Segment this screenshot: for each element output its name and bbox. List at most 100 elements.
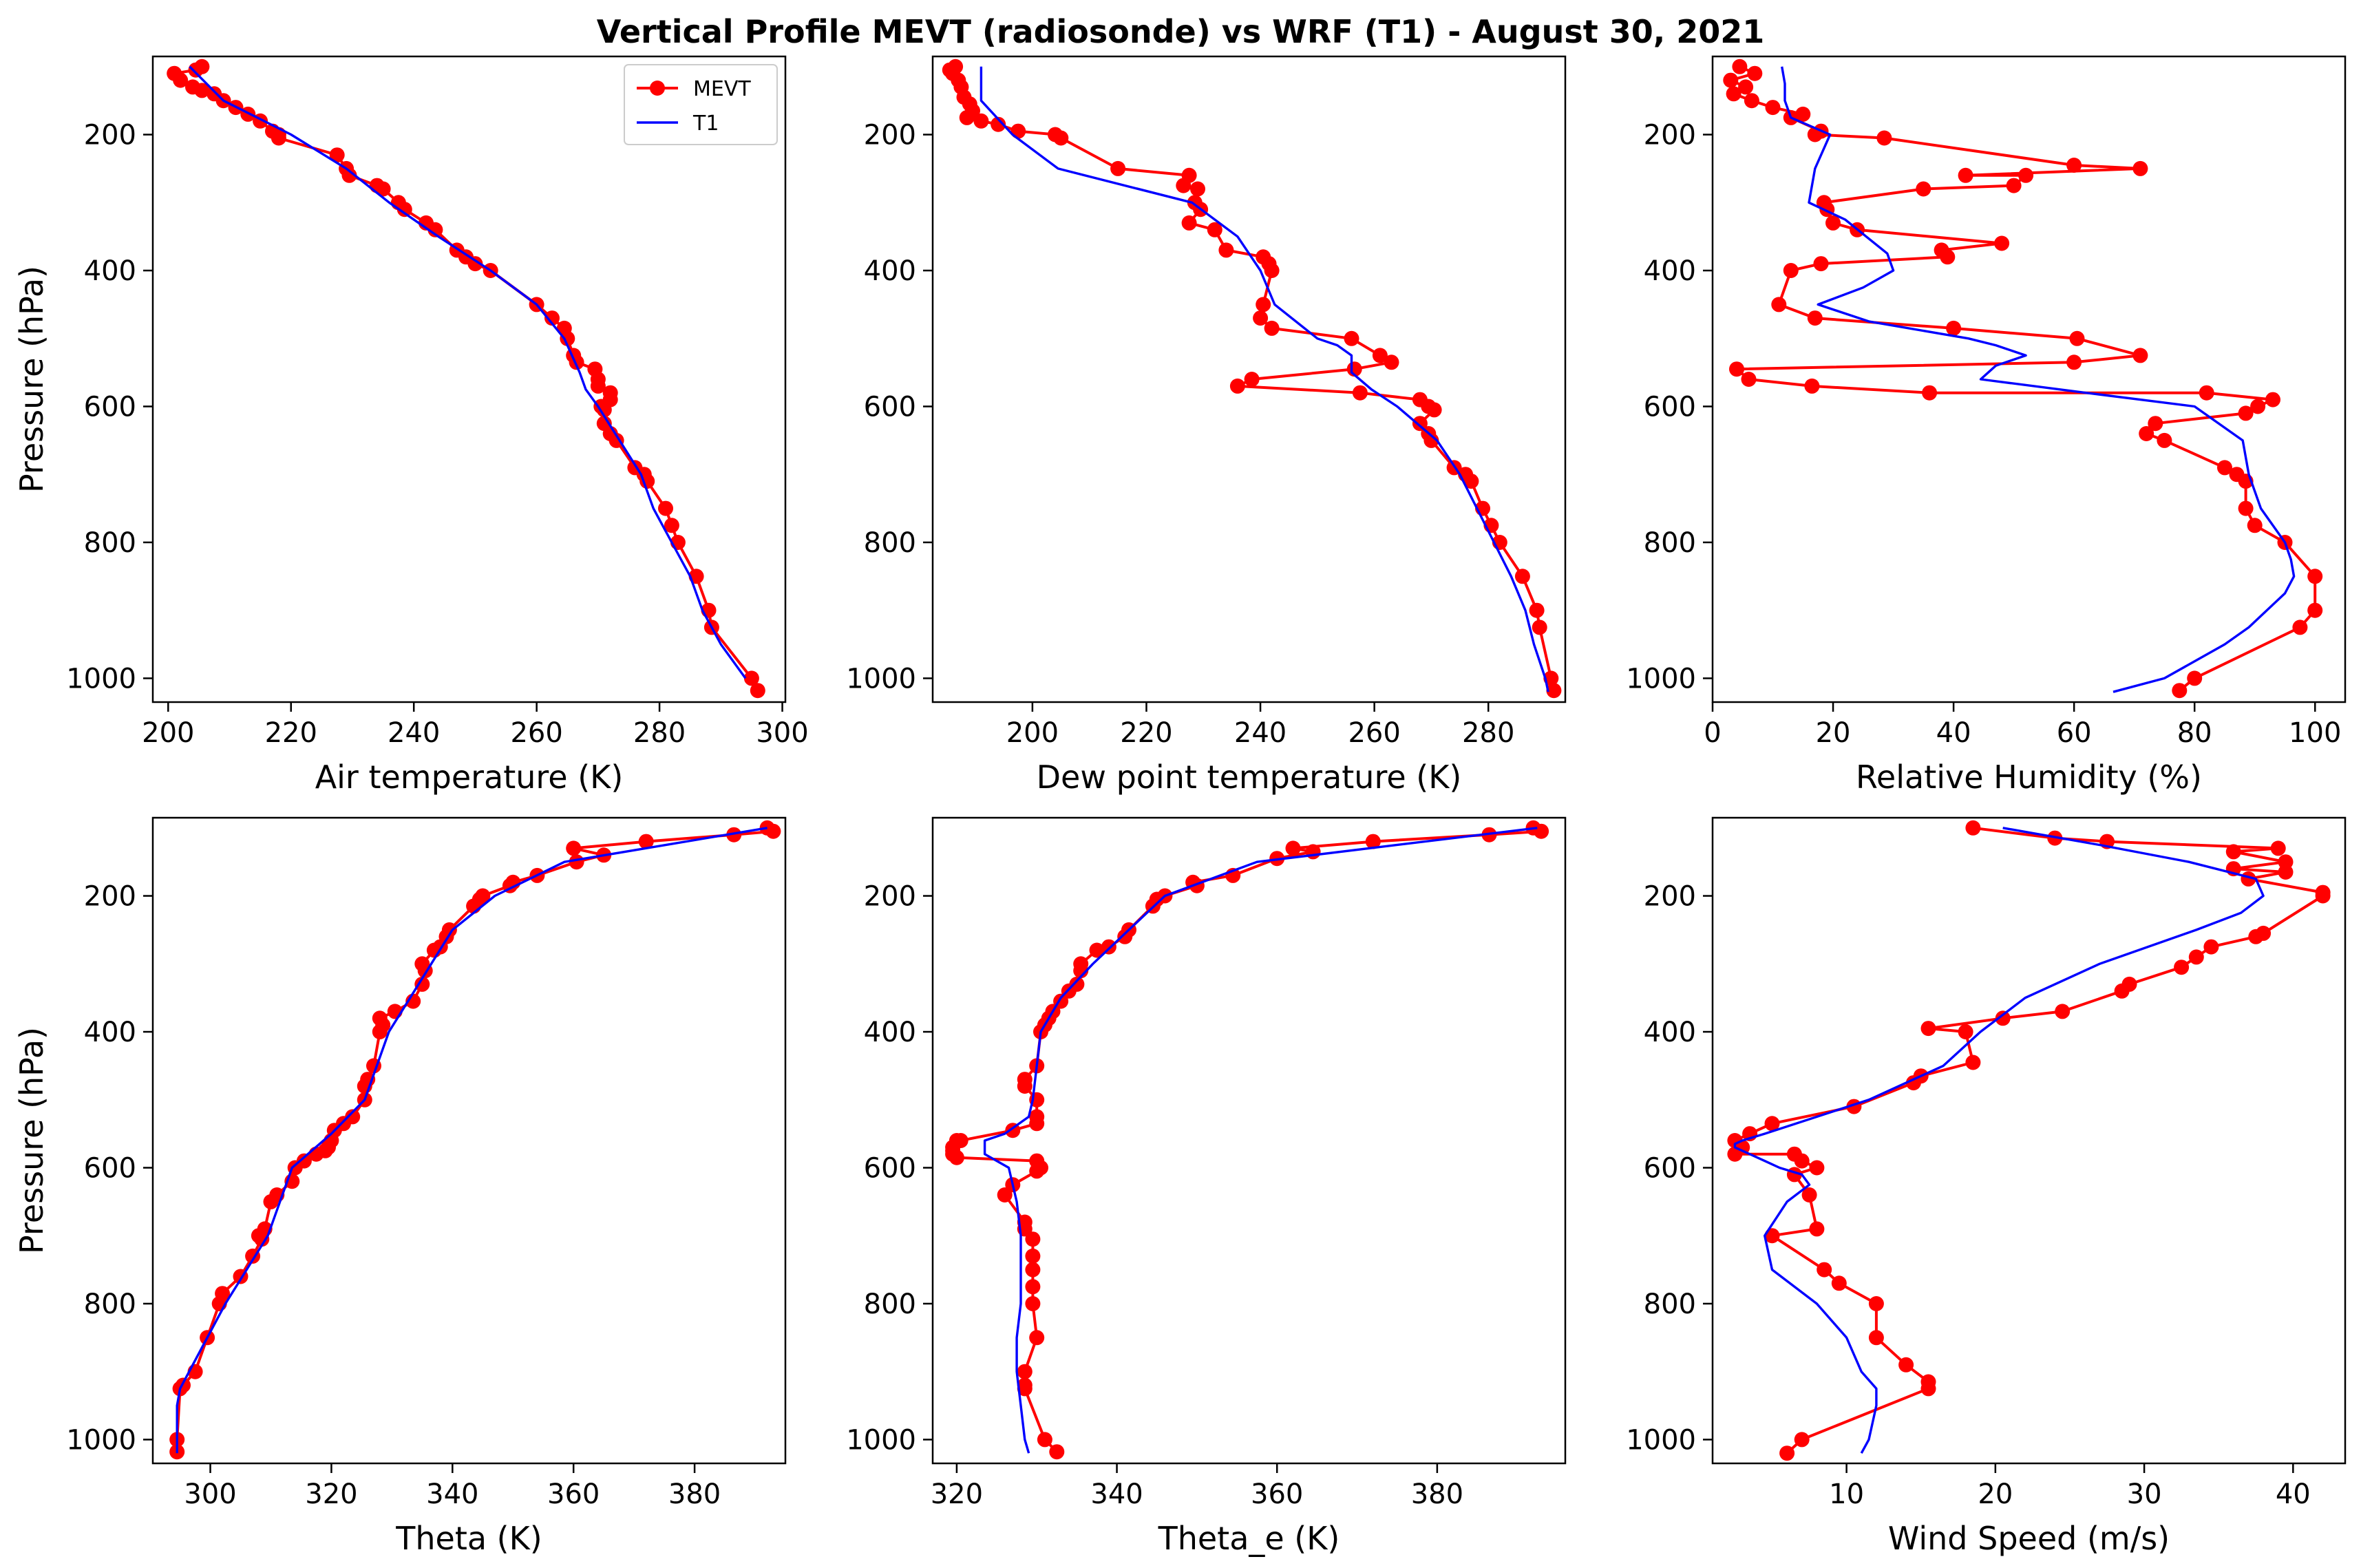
mevt-point bbox=[2066, 158, 2082, 173]
mevt-point bbox=[1029, 1109, 1045, 1125]
mevt-point bbox=[1025, 1262, 1041, 1278]
mevt-point bbox=[2148, 416, 2163, 432]
mevt-point bbox=[1727, 1133, 1743, 1148]
mevt-point bbox=[1809, 1160, 1825, 1176]
mevt-point bbox=[1384, 354, 1399, 370]
mevt-point bbox=[664, 518, 679, 533]
mevt-point bbox=[2315, 884, 2331, 900]
x-tick-label: 30 bbox=[2127, 1479, 2162, 1510]
t1-series-line bbox=[980, 66, 1549, 692]
x-tick-label: 340 bbox=[426, 1479, 478, 1510]
axes-frame bbox=[931, 55, 1567, 703]
mevt-point bbox=[207, 86, 222, 102]
mevt-point bbox=[1181, 215, 1197, 231]
x-tick-label: 100 bbox=[2289, 717, 2341, 749]
mevt-point bbox=[1101, 939, 1116, 955]
mevt-point bbox=[1831, 1275, 1847, 1291]
plot-area bbox=[1723, 59, 2323, 699]
mevt-point bbox=[2018, 167, 2034, 183]
mevt-point bbox=[2217, 460, 2232, 476]
x-axis-label: Dew point temperature (K) bbox=[1037, 759, 1462, 796]
x-tick-label: 340 bbox=[1090, 1479, 1143, 1510]
mevt-point bbox=[1876, 130, 1892, 146]
mevt-point bbox=[2199, 385, 2214, 401]
x-tick-label: 220 bbox=[265, 717, 317, 749]
x-axis-label: Wind Speed (m/s) bbox=[1888, 1520, 2170, 1557]
legend: MEVT T1 bbox=[624, 64, 778, 145]
mevt-point bbox=[1412, 392, 1428, 407]
mevt-point bbox=[1256, 297, 1271, 312]
mevt-point bbox=[1995, 1010, 2011, 1026]
mevt-point bbox=[1529, 602, 1545, 618]
mevt-point bbox=[1365, 834, 1381, 849]
x-tick-label: 260 bbox=[510, 717, 562, 749]
x-tick-label: 80 bbox=[2177, 717, 2212, 749]
y-tick-label: 600 bbox=[1644, 391, 1696, 423]
mevt-point bbox=[2188, 949, 2204, 965]
mevt-point bbox=[1181, 167, 1197, 183]
y-tick-label: 800 bbox=[84, 527, 136, 559]
x-axis-label: Air temperature (K) bbox=[315, 759, 624, 796]
figure-title: Vertical Profile MEVT (radiosonde) vs WR… bbox=[597, 13, 1765, 50]
mevt-point bbox=[2307, 602, 2323, 618]
mevt-point bbox=[2238, 405, 2254, 421]
mevt-point bbox=[1218, 242, 1234, 258]
plot-area bbox=[945, 820, 1549, 1460]
mevt-point bbox=[991, 116, 1006, 132]
mevt-point bbox=[2229, 467, 2245, 483]
mevt-point bbox=[2069, 330, 2085, 346]
y-tick-label: 600 bbox=[864, 1152, 916, 1184]
mevt-point bbox=[750, 683, 765, 699]
y-tick-label: 200 bbox=[1644, 120, 1696, 151]
mevt-point bbox=[1804, 378, 1820, 394]
mevt-point bbox=[1049, 1444, 1065, 1460]
mevt-point bbox=[2157, 432, 2172, 448]
x-tick-label: 40 bbox=[2276, 1479, 2311, 1510]
mevt-point bbox=[2006, 178, 2022, 193]
mevt-point bbox=[215, 1286, 231, 1302]
mevt-point bbox=[1723, 72, 1739, 88]
mevt-point bbox=[372, 1010, 388, 1026]
y-tick-label: 400 bbox=[1644, 255, 1696, 287]
y-tick-label: 400 bbox=[864, 255, 916, 287]
y-tick-label: 600 bbox=[1644, 1152, 1696, 1184]
mevt-point bbox=[1729, 361, 1744, 377]
mevt-point bbox=[658, 500, 673, 516]
mevt-point bbox=[1965, 820, 1981, 836]
x-tick-label: 240 bbox=[388, 717, 440, 749]
mevt-point bbox=[1089, 942, 1105, 958]
mevt-point bbox=[596, 416, 612, 432]
mevt-point bbox=[1244, 372, 1260, 387]
mevt-point bbox=[2265, 392, 2280, 407]
mevt-point bbox=[2187, 670, 2203, 686]
subplot-1: 200 220 240 260 280 300 200 400 600 800 1000 Air te… bbox=[13, 55, 809, 796]
axes-frame bbox=[151, 55, 787, 703]
axes-frame bbox=[931, 816, 1567, 1465]
subplot-2: 200 220 240 260 280 200 400 600 800 1000 Dew point… bbox=[846, 55, 1567, 796]
y-tick-label: 800 bbox=[84, 1289, 136, 1320]
mevt-point bbox=[1916, 181, 1931, 197]
mevt-point bbox=[2132, 160, 2148, 176]
y-tick-label: 200 bbox=[864, 881, 916, 913]
mevt-point bbox=[1344, 330, 1359, 346]
y-tick-label: 800 bbox=[864, 1289, 916, 1320]
mevt-point bbox=[329, 147, 345, 163]
mevt-point bbox=[2172, 683, 2188, 699]
x-tick-label: 300 bbox=[184, 1479, 236, 1510]
y-tick-label: 600 bbox=[84, 1152, 136, 1184]
mevt-point bbox=[1813, 256, 1829, 272]
y-tick-label: 1000 bbox=[846, 1424, 916, 1456]
x-tick-label: 10 bbox=[1829, 1479, 1864, 1510]
x-tick-label: 20 bbox=[1816, 717, 1851, 749]
x-tick-label: 280 bbox=[1462, 717, 1514, 749]
mevt-point bbox=[369, 178, 385, 193]
legend-marker-mevt bbox=[650, 81, 665, 96]
mevt-point bbox=[1771, 297, 1787, 312]
mevt-point bbox=[441, 922, 457, 937]
x-tick-label: 260 bbox=[1348, 717, 1400, 749]
legend-label-t1: T1 bbox=[692, 112, 719, 136]
mevt-point bbox=[1285, 840, 1301, 856]
mevt-point bbox=[1025, 1296, 1041, 1311]
mevt-point bbox=[2247, 518, 2263, 533]
